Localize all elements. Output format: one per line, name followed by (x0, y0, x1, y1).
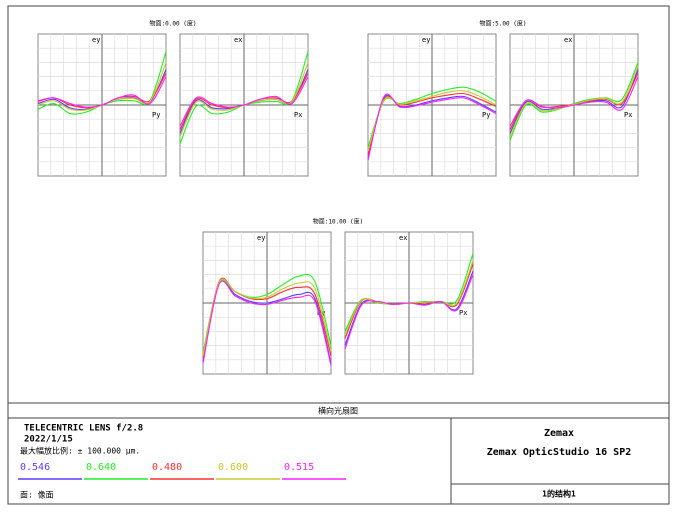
legend-label: 0.600 (218, 462, 248, 473)
y-axis-label: ey (92, 36, 100, 44)
fan-curve (509, 76, 639, 127)
fan-curve (367, 93, 497, 161)
x-axis-label: Px (459, 309, 467, 317)
fan-curve (344, 274, 474, 350)
y-axis-label: ey (257, 234, 265, 242)
x-axis-label: Px (624, 111, 632, 119)
fan-curve (179, 76, 309, 127)
y-axis-label: ex (399, 234, 407, 242)
field-title: 物面:5.00 (度) (480, 20, 527, 28)
scale: 最大幅放比例: ± 100.000 µm. (20, 446, 140, 456)
legend-label: 0.515 (284, 462, 314, 473)
x-axis-label: Py (152, 111, 160, 119)
fan-curve (202, 277, 332, 359)
legend-label: 0.480 (152, 462, 182, 473)
y-axis-label: ey (422, 36, 430, 44)
company: Zemax (544, 428, 574, 439)
x-axis-label: Px (294, 111, 302, 119)
fan-curve (367, 86, 497, 148)
surface: 面: 像面 (20, 490, 54, 500)
fan-curve (37, 76, 167, 108)
date: 2022/1/15 (24, 435, 73, 445)
frame (7, 5, 670, 505)
fan-curve (202, 280, 332, 366)
x-axis-label: Py (482, 111, 490, 119)
field-title: 物面:0.00 (度) (150, 20, 197, 28)
y-axis-label: ex (564, 36, 572, 44)
fan-curve (202, 273, 332, 353)
legend-label: 0.546 (20, 462, 50, 473)
fan-curve (367, 92, 497, 155)
legend-label: 0.640 (86, 462, 116, 473)
footer-title: 横向光扇图 (318, 406, 358, 416)
field-title: 物面:10.00 (度) (313, 218, 364, 226)
product: Zemax OpticStudio 16 SP2 (487, 446, 632, 458)
y-axis-label: ex (234, 36, 242, 44)
fan-curve (202, 278, 332, 356)
config: 1的结构1 (542, 489, 576, 499)
lens: TELECENTRIC LENS f/2.8 (24, 424, 143, 434)
fan-curve (509, 65, 639, 138)
fan-curve (367, 90, 497, 152)
fan-curve (367, 94, 497, 159)
fan-curve (509, 62, 639, 141)
